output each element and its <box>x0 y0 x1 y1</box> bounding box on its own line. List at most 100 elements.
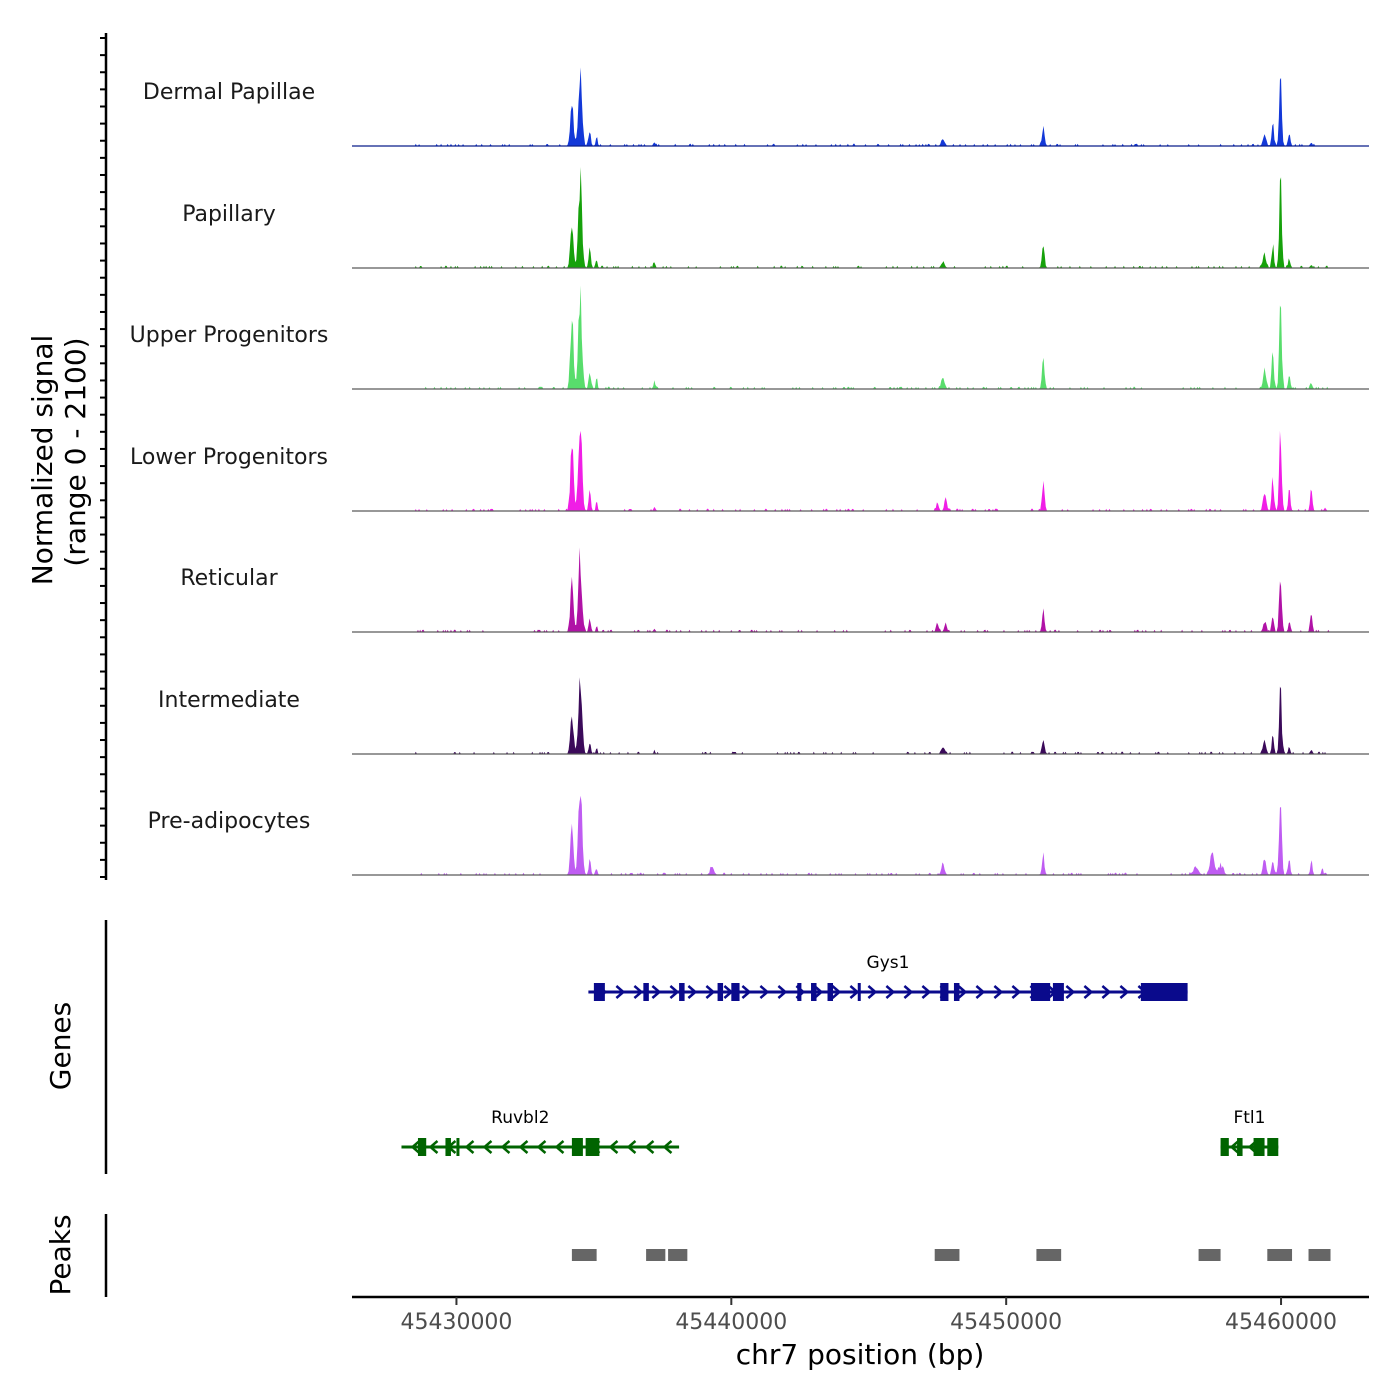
x-axis-ticks: 45430000 45440000 45450000 45460000 <box>400 1297 1337 1335</box>
signal-tracks: Dermal Papillae Papillary Upper Progenitor… <box>130 67 1369 876</box>
gene-exon <box>445 1138 451 1156</box>
gene-models: Gys1 Ruvbl2 Ftl1 <box>401 953 1279 1156</box>
x-tick-label: 45450000 <box>950 1310 1062 1335</box>
strand-arrow <box>410 1140 421 1154</box>
strand-arrow <box>1065 985 1076 999</box>
coverage-area <box>352 430 1369 511</box>
peak-region <box>1198 1249 1221 1261</box>
gene-ruvbl2: Ruvbl2 <box>401 1108 680 1156</box>
x-axis: 45430000 45440000 45450000 45460000 chr7 po… <box>352 1295 1369 1371</box>
gene-exon <box>797 983 802 1001</box>
strand-arrow <box>669 985 680 999</box>
x-tick-label: 45430000 <box>400 1310 512 1335</box>
signal-axis-ticks <box>100 37 106 878</box>
gene-exon <box>585 1138 600 1156</box>
gene-exon <box>679 983 685 1001</box>
strand-arrow <box>849 985 860 999</box>
gene-exon <box>731 983 740 1001</box>
strand-arrow <box>633 985 644 999</box>
gene-exon <box>953 983 960 1001</box>
strand-arrow <box>1011 985 1022 999</box>
peak-region <box>1308 1249 1331 1261</box>
x-tick-label: 45460000 <box>1225 1310 1337 1335</box>
track-pre-adipocytes: Pre-adipocytes <box>148 795 1369 876</box>
gene-exon <box>1140 983 1188 1001</box>
gene-exon <box>857 983 861 1001</box>
strand-arrow <box>518 1140 529 1154</box>
strand-arrow <box>705 985 716 999</box>
gene-exon <box>1220 1138 1229 1156</box>
strand-arrow <box>500 1140 511 1154</box>
strand-arrow <box>687 985 698 999</box>
gene-ftl1: Ftl1 <box>1220 1108 1279 1156</box>
strand-arrow <box>921 985 932 999</box>
track-label: Papillary <box>182 202 276 227</box>
strand-arrow <box>975 985 986 999</box>
peaks-panel-title: Peaks <box>44 1214 77 1295</box>
strand-arrow <box>651 985 662 999</box>
signal-y-axis: Normalized signal (range 0 - 2100) <box>26 33 108 880</box>
strand-arrow <box>1119 985 1130 999</box>
strand-arrow <box>554 1140 565 1154</box>
strand-arrow <box>644 1140 655 1154</box>
track-upper-progenitors: Upper Progenitors <box>130 285 1369 390</box>
strand-arrow <box>813 985 824 999</box>
peaks-panel: Peaks <box>44 1214 1331 1297</box>
gene-label: Gys1 <box>867 953 910 973</box>
gene-exon <box>1030 983 1051 1001</box>
gene-exon <box>1253 1138 1265 1156</box>
gene-exon <box>456 1138 460 1156</box>
gene-exon <box>1237 1138 1243 1156</box>
peak-regions <box>571 1249 1331 1261</box>
x-axis-title: chr7 position (bp) <box>736 1338 985 1371</box>
strand-arrow <box>615 985 626 999</box>
gene-exon <box>717 983 724 1001</box>
strand-arrow <box>885 985 896 999</box>
track-lower-progenitors: Lower Progenitors <box>130 430 1369 512</box>
gene-exon <box>811 983 817 1001</box>
gene-label: Ftl1 <box>1233 1108 1265 1128</box>
gene-exon <box>417 1138 427 1156</box>
peak-region <box>668 1249 688 1261</box>
gene-exon <box>1052 983 1064 1001</box>
peak-region <box>1267 1249 1293 1261</box>
strand-arrow <box>1083 985 1094 999</box>
strand-arrow <box>464 1140 475 1154</box>
coverage-area <box>352 677 1369 754</box>
track-label: Pre-adipocytes <box>148 809 311 834</box>
strand-arrow <box>608 1140 619 1154</box>
gene-label: Ruvbl2 <box>491 1108 549 1128</box>
gene-exon <box>1267 1138 1279 1156</box>
strand-arrow <box>831 985 842 999</box>
strand-arrow <box>1229 1140 1240 1154</box>
genes-panel-title: Genes <box>44 1002 77 1090</box>
strand-arrow <box>903 985 914 999</box>
track-intermediate: Intermediate <box>158 677 1369 755</box>
strand-arrow <box>741 985 752 999</box>
signal-ylabel-line1: Normalized signal <box>26 335 59 586</box>
coverage-area <box>352 795 1369 875</box>
gene-exon <box>940 983 949 1001</box>
gene-exon <box>593 983 605 1001</box>
peak-region <box>646 1249 666 1261</box>
track-label: Reticular <box>180 566 278 591</box>
coverage-area <box>352 166 1369 268</box>
track-reticular: Reticular <box>180 547 1369 633</box>
peak-region <box>571 1249 597 1261</box>
signal-ylabel-line2: (range 0 - 2100) <box>59 337 92 566</box>
peak-region <box>934 1249 960 1261</box>
strand-arrow <box>777 985 788 999</box>
gene-exon <box>827 983 834 1001</box>
gene-exon <box>643 983 649 1001</box>
peak-region <box>1036 1249 1062 1261</box>
track-papillary: Papillary <box>182 166 1369 269</box>
strand-arrow <box>626 1140 637 1154</box>
genes-panel: Genes Gys1 Ruvbl2 Ftl1 <box>44 920 1279 1174</box>
track-label: Lower Progenitors <box>130 445 328 470</box>
track-label: Upper Progenitors <box>130 323 329 348</box>
strand-arrow <box>482 1140 493 1154</box>
x-tick-label: 45440000 <box>675 1310 787 1335</box>
strand-arrow <box>867 985 878 999</box>
strand-arrow <box>536 1140 547 1154</box>
